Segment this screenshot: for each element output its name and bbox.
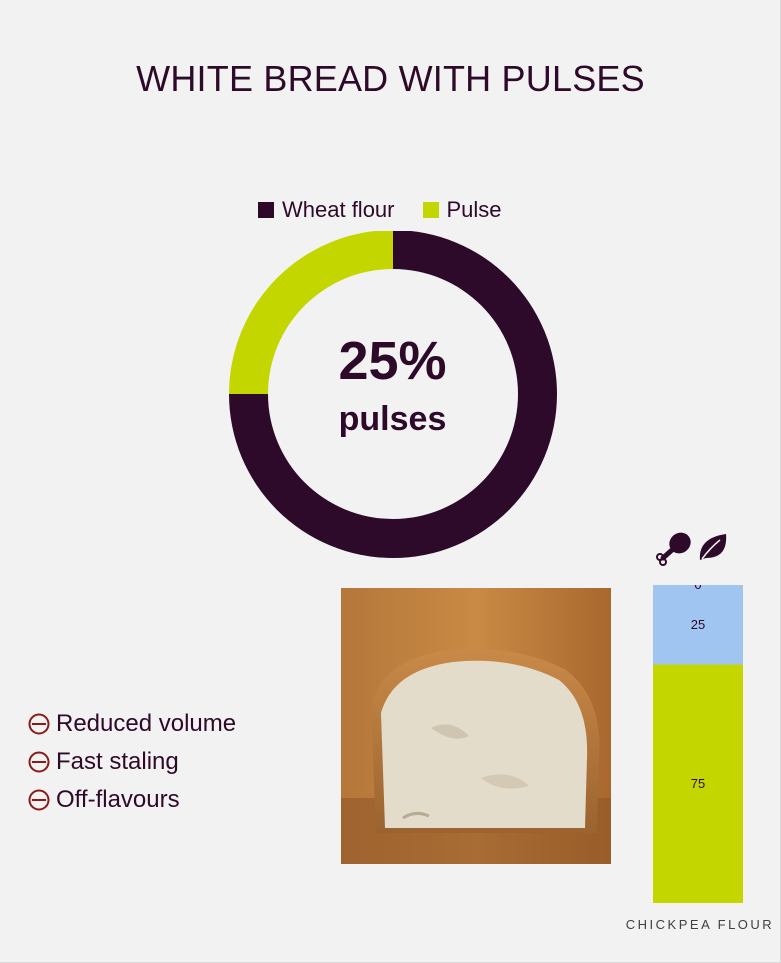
page-title: WHITE BREAD WITH PULSES: [136, 58, 645, 99]
bread-image: [341, 588, 611, 864]
protein-icons: [654, 530, 730, 566]
donut-center-value: 25%: [338, 331, 447, 391]
effect-item: Fast staling: [28, 743, 236, 781]
effect-label: Off-flavours: [56, 786, 180, 813]
minus-circle-icon: [28, 789, 50, 811]
bar-data-label: 0: [694, 585, 701, 592]
bar-segment: [653, 585, 743, 665]
effect-item: Reduced volume: [28, 705, 236, 743]
minus-circle-icon: [28, 751, 50, 773]
bar-data-label: 25: [691, 617, 705, 632]
effects-list: Reduced volume Fast staling Off-flavours: [28, 705, 236, 819]
legend-item-wheat: Wheat flour: [258, 197, 395, 223]
minus-circle-icon: [28, 713, 50, 735]
bar-segment: [653, 664, 743, 903]
effect-item: Off-flavours: [28, 781, 236, 819]
bar-data-label: 75: [691, 776, 705, 791]
leaf-icon: [699, 534, 727, 560]
legend-item-pulse: Pulse: [422, 197, 502, 223]
legend-label-wheat: Wheat flour: [282, 197, 395, 222]
legend-label-pulse: Pulse: [446, 197, 502, 222]
effect-label: Reduced volume: [56, 710, 237, 737]
legend-swatch-pulse: [422, 202, 439, 218]
bread-photo: [341, 588, 611, 864]
donut-center-label: pulses: [338, 400, 447, 438]
effect-label: Fast staling: [56, 748, 179, 775]
donut-chart: [229, 231, 557, 558]
donut-legend: Wheat flour Pulse: [258, 197, 502, 223]
donut-slice-pulse: [229, 231, 393, 394]
legend-swatch-wheat: [258, 202, 274, 218]
stacked-bar-chart: 75 25 0: [653, 585, 743, 903]
bar-category-label: CHICKPEA FLOUR: [625, 917, 775, 932]
meat-drumstick-icon: [656, 532, 691, 566]
